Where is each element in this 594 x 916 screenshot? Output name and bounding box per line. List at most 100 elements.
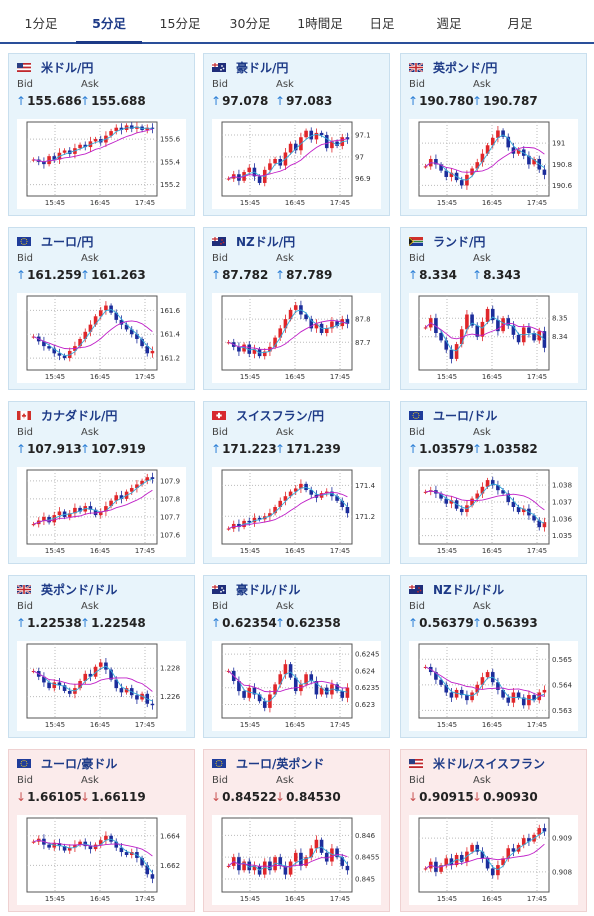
currency-pair-link[interactable]: ユーロ/豪ドル xyxy=(41,757,118,771)
candle-body xyxy=(532,695,536,701)
currency-pair-link[interactable]: 米ドル/円 xyxy=(41,61,94,75)
rate-card[interactable]: スイスフラン/円 Bid Ask ↑171.223 ↑171.239 171.4 171.2… xyxy=(203,401,390,564)
arrow-down-icon: ↓ xyxy=(211,790,222,804)
rate-card[interactable]: ユーロ/ドル Bid Ask ↑1.03579 ↑1.03582 1.038 1.037 1.… xyxy=(400,401,587,564)
rate-card[interactable]: ユーロ/円 Bid Ask ↑161.259 ↑161.263 161.6 161.4 161… xyxy=(8,227,195,390)
x-tick-label: 15:45 xyxy=(437,373,457,381)
candlestick-chart[interactable]: 171.4 171.2 15:45 16:45 17:45 xyxy=(212,467,381,557)
tab-1[interactable]: 5分足 xyxy=(76,0,142,44)
x-tick-label: 17:45 xyxy=(330,373,350,381)
candle-body xyxy=(226,342,231,344)
rate-card[interactable]: 豪ドル/ドル Bid Ask ↑0.62354 ↑0.62358 0.6245 0.624 0… xyxy=(203,575,390,738)
tab-3[interactable]: 30分足 xyxy=(229,16,271,31)
rate-card[interactable]: 米ドル/円 Bid Ask ↑155.686 ↑155.688 155.6 155.4 155… xyxy=(8,53,195,216)
candle-body xyxy=(57,511,62,516)
x-tick-label: 17:45 xyxy=(135,199,155,207)
candle-body xyxy=(454,855,459,866)
currency-pair-link[interactable]: スイスフラン/円 xyxy=(236,409,325,423)
rate-card[interactable]: ユーロ/英ポンド Bid Ask ↓0.84522 ↓0.84530 0.846 0.845… xyxy=(203,749,390,912)
candle-body xyxy=(257,176,262,183)
tab-7[interactable]: 月足 xyxy=(507,16,533,31)
currency-pair-link[interactable]: 英ポンド/ドル xyxy=(41,583,118,597)
currency-pair-link[interactable]: 米ドル/スイスフラン xyxy=(433,757,546,771)
bid-value: ↓0.90915 xyxy=(408,790,474,804)
rate-card[interactable]: ランド/円 Bid Ask ↑8.334 ↑8.343 8.35 8.34 15:45 16:4… xyxy=(400,227,587,390)
chart-frame xyxy=(26,643,158,719)
candlestick-chart[interactable]: 155.6 155.4 155.2 15:45 16:45 17:45 xyxy=(17,119,186,209)
currency-pair-link[interactable]: ランド/円 xyxy=(433,235,486,249)
candle-body xyxy=(31,524,36,526)
currency-pair-link[interactable]: 豪ドル/円 xyxy=(236,61,289,75)
candle-body xyxy=(449,172,454,177)
candle-body xyxy=(309,319,314,329)
currency-pair-link[interactable]: NZドル/ドル xyxy=(433,583,505,597)
ask-value: ↓1.66119 xyxy=(80,790,146,804)
candlestick-chart[interactable]: 0.909 0.908 15:45 16:45 17:45 xyxy=(409,815,578,905)
rate-card[interactable]: 英ポンド/円 Bid Ask ↑190.780 ↑190.787 191 190.8 190.… xyxy=(400,53,587,216)
y-tick-label: 155.4 xyxy=(160,158,181,166)
y-tick-label: 87.7 xyxy=(355,339,371,347)
tab-0[interactable]: 1分足 xyxy=(24,16,58,31)
candlestick-chart[interactable]: 0.6245 0.624 0.6235 0.623 15:45 16:45 17:45 xyxy=(212,641,381,731)
candlestick-chart[interactable]: 1.228 1.226 15:45 16:45 17:45 xyxy=(17,641,186,731)
ask-value-text: 161.263 xyxy=(91,268,146,282)
tab-4[interactable]: 1時間足 xyxy=(297,16,343,31)
ma-long-line xyxy=(228,491,348,530)
currency-pair-link[interactable]: 豪ドル/ドル xyxy=(236,583,301,597)
candle-body xyxy=(140,338,144,347)
bid-label: Bid xyxy=(409,253,425,264)
candlestick-chart[interactable]: 8.35 8.34 15:45 16:45 17:45 xyxy=(409,293,578,383)
candlestick-chart[interactable]: 191 190.8 190.6 15:45 16:45 17:45 xyxy=(409,119,578,209)
tab-6[interactable]: 週足 xyxy=(436,16,462,31)
candle-body xyxy=(439,333,443,341)
y-tick-label: 107.6 xyxy=(160,531,181,539)
rate-card[interactable]: NZドル/円 Bid Ask ↑87.782 ↑87.789 87.8 87.7 15:45 1… xyxy=(203,227,390,390)
rate-card[interactable]: 英ポンド/ドル Bid Ask ↑1.22538 ↑1.22548 1.228 1.226 1… xyxy=(8,575,195,738)
bid-label: Bid xyxy=(212,79,228,90)
candle-body xyxy=(83,144,88,148)
candle-body xyxy=(47,844,51,848)
rate-card[interactable]: カナダドル/円 Bid Ask ↑107.913 ↑107.919 107.9 107.8 1… xyxy=(8,401,195,564)
rate-card[interactable]: NZドル/ドル Bid Ask ↑0.56379 ↑0.56393 0.565 0.564 0… xyxy=(400,575,587,738)
currency-pair-link[interactable]: ユーロ/円 xyxy=(41,235,94,249)
candlestick-chart[interactable]: 1.664 1.662 15:45 16:45 17:45 xyxy=(17,815,186,905)
tab-2[interactable]: 15分足 xyxy=(159,16,201,31)
y-tick-label: 97.1 xyxy=(355,132,371,140)
candle-body xyxy=(129,488,134,492)
tab-5[interactable]: 日足 xyxy=(369,16,395,31)
bid-label: Bid xyxy=(17,79,33,90)
candle-body xyxy=(532,515,536,521)
ma-short-line xyxy=(33,665,153,702)
rate-card[interactable]: 米ドル/スイスフラン Bid Ask ↓0.90915 ↓0.90930 0.909 0.9… xyxy=(400,749,587,912)
candlestick-chart[interactable]: 97.1 97 96.9 15:45 16:45 17:45 xyxy=(212,119,381,209)
rate-card[interactable]: ユーロ/豪ドル Bid Ask ↓1.66105 ↓1.66119 1.664 1.662 1… xyxy=(8,749,195,912)
candle-body xyxy=(309,490,314,495)
currency-pair-link[interactable]: 英ポンド/円 xyxy=(433,61,498,75)
currency-pair-link[interactable]: ユーロ/ドル xyxy=(433,409,498,423)
candlestick-chart[interactable]: 1.038 1.037 1.036 1.035 15:45 16:45 17:45 xyxy=(409,467,578,557)
rate-card[interactable]: 豪ドル/円 Bid Ask ↑97.078 ↑97.083 97.1 97 96.9 15:45… xyxy=(203,53,390,216)
candlestick-chart[interactable]: 161.6 161.4 161.2 15:45 16:45 17:45 xyxy=(17,293,186,383)
candle-body xyxy=(542,828,547,832)
candle-body xyxy=(324,328,329,333)
candle-body xyxy=(242,861,246,871)
currency-pair-link[interactable]: カナダドル/円 xyxy=(41,409,118,423)
candlestick-chart[interactable]: 0.565 0.564 0.563 15:45 16:45 17:45 xyxy=(409,641,578,731)
candle-body xyxy=(304,314,308,320)
currency-pair-link[interactable]: NZドル/円 xyxy=(236,235,296,249)
candle-body xyxy=(247,861,252,871)
candlestick-chart[interactable]: 107.9 107.8 107.7 107.6 15:45 16:45 17:45 xyxy=(17,467,186,557)
currency-pair-link[interactable]: ユーロ/英ポンド xyxy=(236,757,325,771)
x-tick-label: 17:45 xyxy=(527,895,547,903)
x-tick-label: 17:45 xyxy=(135,373,155,381)
y-tick-label: 171.4 xyxy=(355,482,376,490)
candlestick-chart[interactable]: 87.8 87.7 15:45 16:45 17:45 xyxy=(212,293,381,383)
ask-value: ↑8.343 xyxy=(472,268,521,282)
candle-body xyxy=(273,159,277,164)
candle-body xyxy=(67,513,72,517)
candlestick-chart[interactable]: 0.846 0.8455 0.845 15:45 16:45 17:45 xyxy=(212,815,381,905)
candle-body xyxy=(98,310,103,317)
ma-long-line xyxy=(33,128,153,163)
candle-body xyxy=(145,346,150,354)
candle-body xyxy=(98,662,103,667)
